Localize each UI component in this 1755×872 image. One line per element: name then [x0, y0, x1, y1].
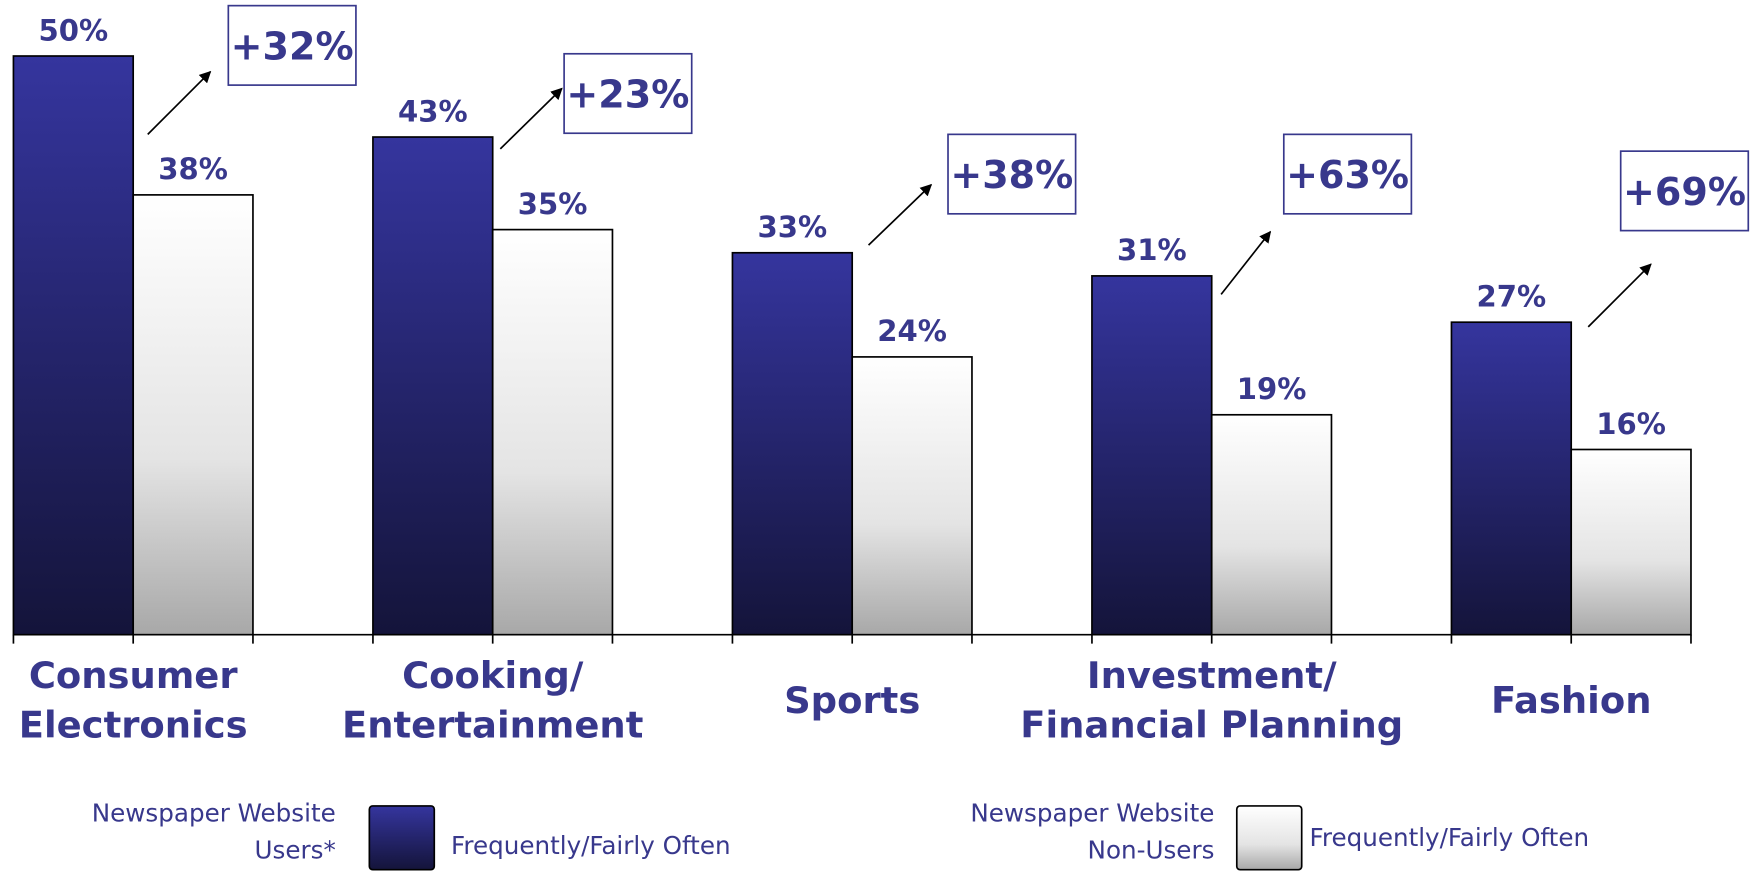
bar — [132, 194, 254, 636]
x-tick-label: Fashion — [1491, 678, 1652, 721]
bar — [851, 356, 973, 636]
annotation-arrow — [499, 87, 563, 150]
x-tick-label: Sports — [784, 678, 920, 721]
x-tick-label: Cooking/Entertainment — [342, 654, 643, 746]
legend-swatch — [368, 805, 436, 871]
legend-name: Newspaper Website Users* — [92, 799, 336, 865]
bar — [731, 251, 854, 636]
value-label: 31% — [1117, 233, 1187, 267]
x-tick-label: Consumer Electronics — [19, 654, 248, 746]
annotation-box — [947, 133, 1077, 215]
annotation: +63% — [1286, 153, 1409, 197]
value-label: 50% — [38, 13, 108, 47]
annotation-arrow — [867, 183, 933, 246]
legend-label: Frequently/Fairly Often — [1310, 823, 1590, 852]
bar — [491, 228, 614, 636]
bar — [1570, 448, 1692, 636]
bar — [1210, 413, 1333, 636]
value-label: 38% — [158, 152, 228, 186]
bar — [1091, 275, 1213, 636]
value-label: 33% — [758, 210, 828, 244]
bar — [12, 55, 135, 636]
bar — [1450, 321, 1573, 636]
annotation: +32% — [231, 24, 354, 68]
value-label: 24% — [877, 314, 947, 348]
annotation: +38% — [950, 153, 1073, 197]
value-label: 19% — [1237, 372, 1307, 406]
value-label: 16% — [1596, 407, 1666, 441]
annotation: +23% — [566, 72, 689, 116]
legend-name: Newspaper Website Non-Users — [970, 799, 1214, 865]
value-label: 27% — [1477, 280, 1547, 314]
annotation-box — [563, 52, 693, 135]
annotation: +69% — [1623, 170, 1746, 214]
annotation-box — [1619, 150, 1750, 232]
annotation-box — [227, 4, 357, 86]
value-label: 43% — [398, 94, 468, 128]
annotation-arrow — [1220, 230, 1272, 295]
x-tick-label: Investment/Financial Planning — [1020, 654, 1403, 746]
value-label: 35% — [518, 187, 588, 221]
bar — [372, 136, 494, 636]
annotation-box — [1282, 133, 1413, 215]
legend-label: Frequently/Fairly Often — [451, 831, 731, 860]
legend-swatch — [1235, 805, 1303, 871]
annotation-arrow — [147, 70, 212, 135]
annotation-arrow — [1587, 263, 1652, 328]
